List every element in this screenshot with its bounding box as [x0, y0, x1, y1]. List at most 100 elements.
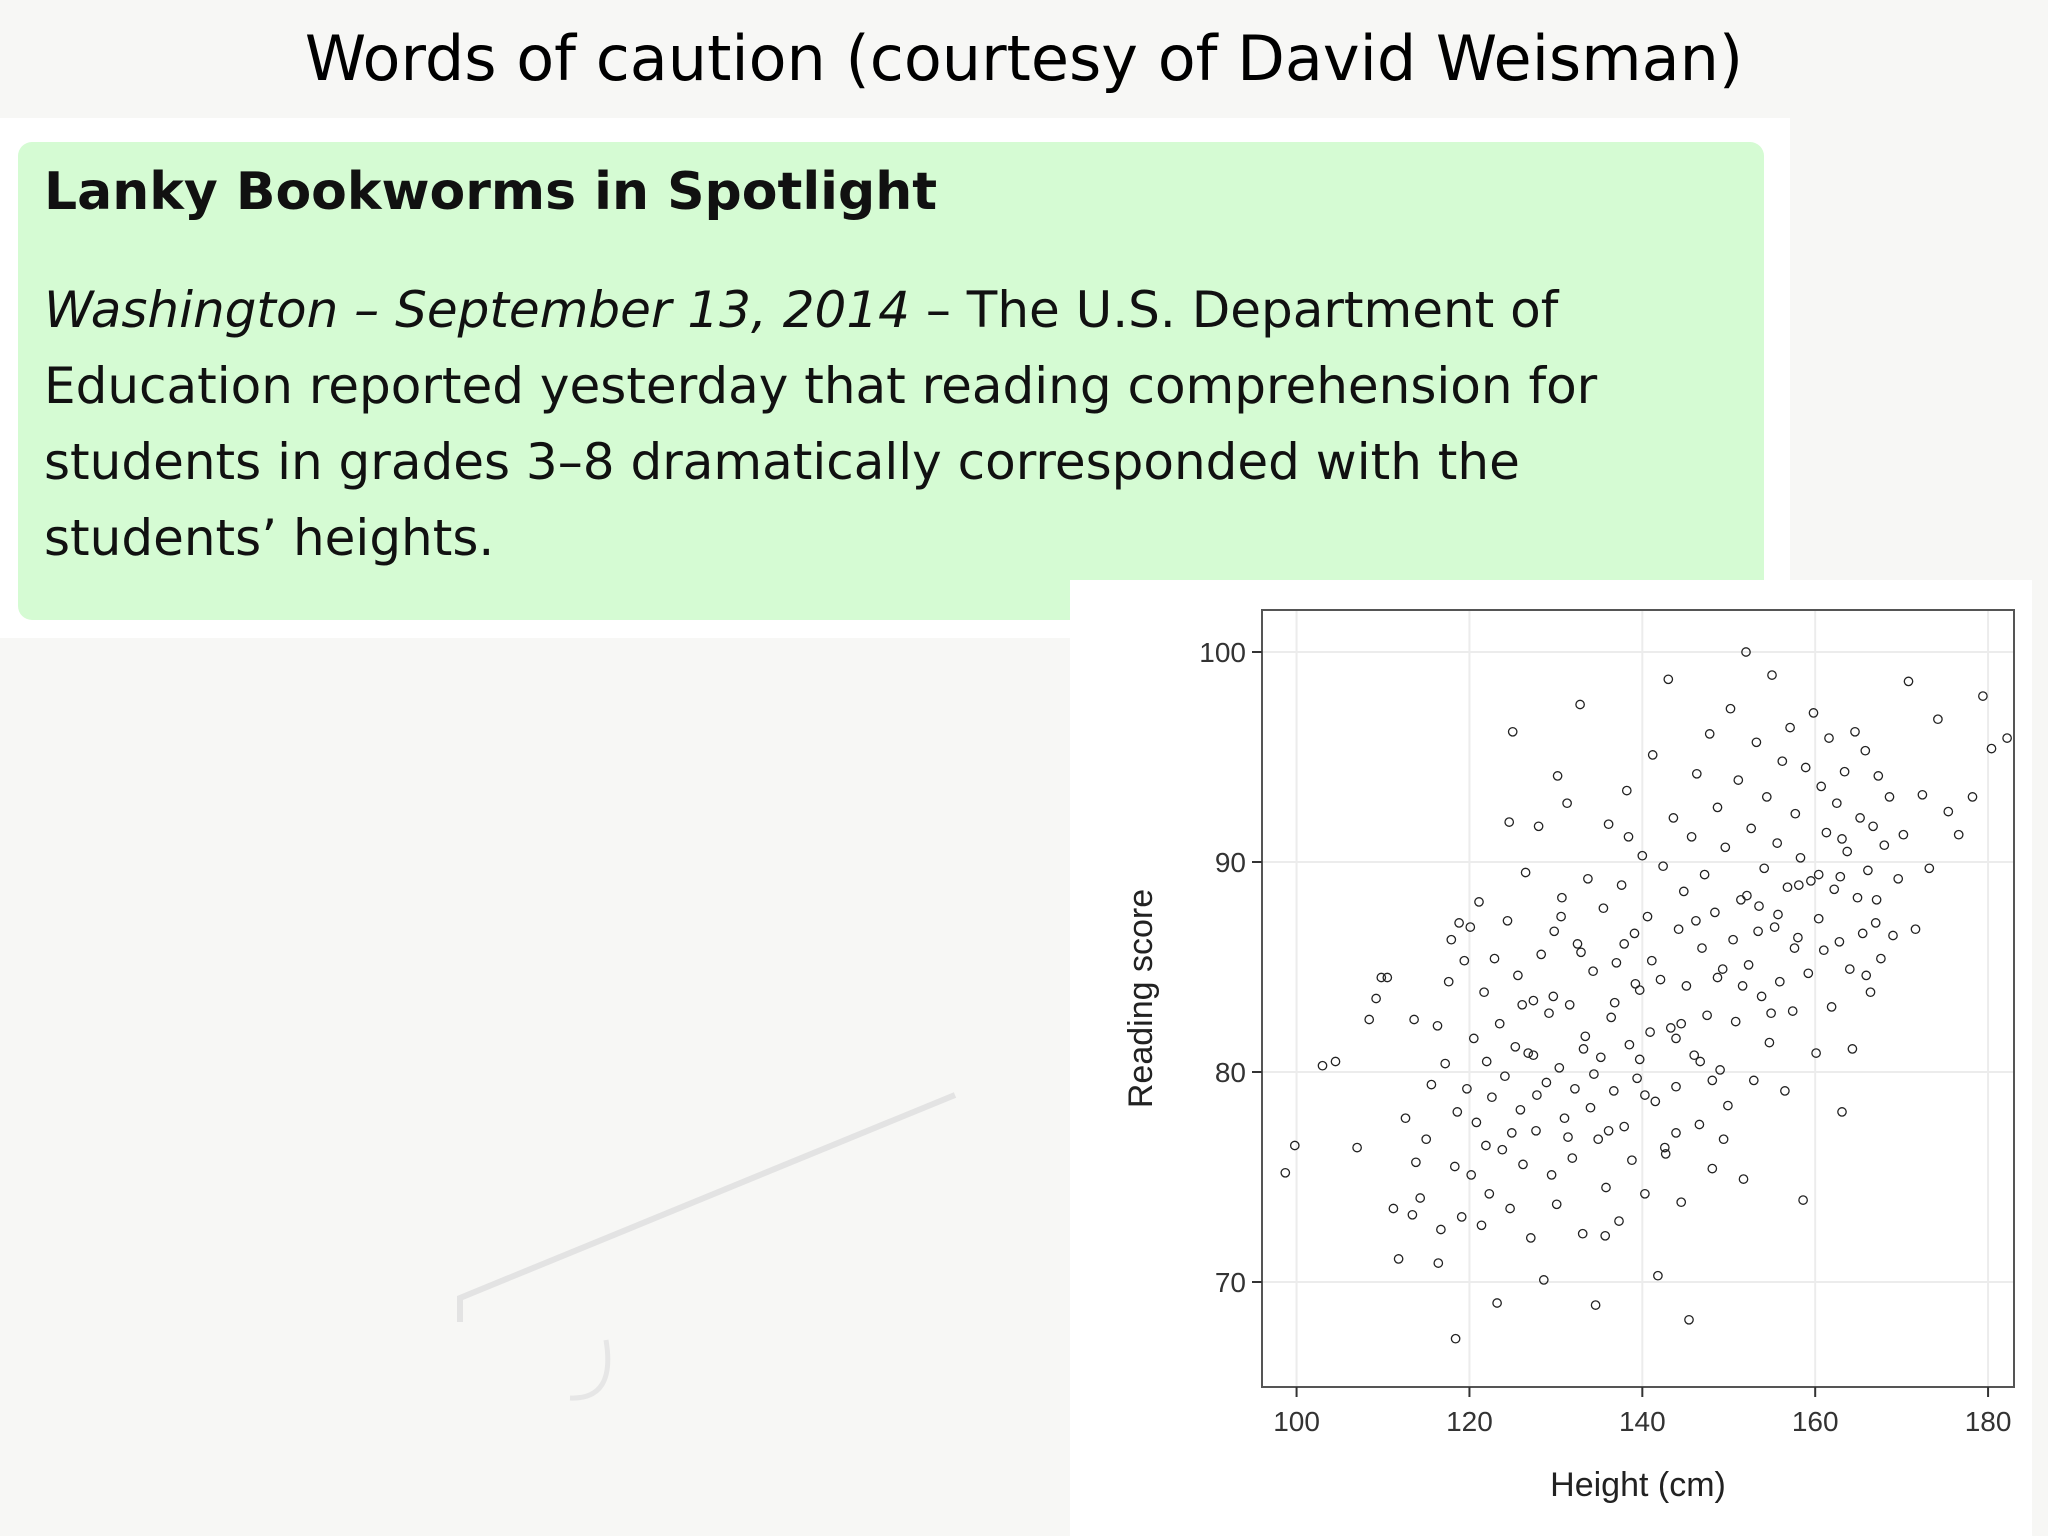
data-point	[1852, 892, 1863, 903]
data-point	[1510, 1041, 1521, 1052]
x-tick-label: 140	[1619, 1406, 1666, 1437]
data-point	[1557, 892, 1567, 903]
data-point	[1552, 771, 1563, 781]
data-point	[1785, 722, 1795, 733]
data-point	[1465, 922, 1476, 932]
data-point	[1462, 1083, 1472, 1094]
data-point	[1943, 806, 1954, 817]
data-point	[1717, 964, 1728, 974]
data-point	[1769, 922, 1780, 932]
data-point	[1577, 1228, 1588, 1239]
data-point	[1588, 966, 1598, 977]
data-point	[1606, 1012, 1617, 1023]
data-point	[1898, 829, 1909, 840]
data-point	[1481, 1140, 1491, 1151]
y-tick-label: 80	[1215, 1057, 1246, 1088]
data-point	[1376, 972, 1387, 983]
data-point	[1563, 1132, 1573, 1142]
data-point	[1603, 1125, 1614, 1136]
data-point	[1637, 850, 1648, 861]
data-point	[1544, 1008, 1554, 1019]
data-point	[1630, 978, 1641, 989]
data-point	[1456, 1212, 1467, 1222]
article-separator: –	[910, 281, 967, 339]
data-point	[1576, 947, 1586, 958]
data-point	[1811, 1048, 1821, 1058]
data-point	[1686, 831, 1697, 842]
data-point	[1400, 1113, 1411, 1124]
data-point	[1813, 869, 1824, 880]
data-point	[1421, 1134, 1432, 1145]
x-tick-label: 100	[1273, 1406, 1320, 1437]
data-point	[1767, 670, 1777, 680]
article-box: Lanky Bookworms in Spotlight Washington …	[18, 142, 1764, 620]
data-point	[1600, 1230, 1611, 1241]
data-point	[1681, 981, 1692, 991]
data-point	[1621, 785, 1632, 796]
data-point	[1551, 1199, 1562, 1210]
data-point	[1580, 1031, 1591, 1042]
data-point	[1751, 737, 1762, 748]
data-point	[1528, 1050, 1539, 1061]
data-point	[1678, 886, 1689, 897]
data-point	[1893, 873, 1904, 884]
data-point	[1671, 1128, 1681, 1138]
data-point	[1632, 1073, 1642, 1084]
data-point	[1616, 880, 1627, 890]
data-point	[1572, 939, 1583, 949]
data-point	[1608, 1086, 1619, 1096]
data-point	[1531, 1125, 1541, 1136]
data-point	[1629, 928, 1640, 939]
data-point	[1562, 798, 1572, 809]
data-point	[1546, 1170, 1557, 1180]
data-point	[2002, 733, 2012, 743]
data-point	[1831, 798, 1842, 809]
plot-frame	[1261, 609, 2015, 1388]
data-point	[1668, 813, 1679, 823]
data-point	[1627, 1155, 1637, 1166]
data-point	[1663, 674, 1674, 685]
data-point	[1860, 745, 1871, 756]
data-point	[1471, 1117, 1482, 1128]
data-point	[1873, 771, 1884, 781]
data-point	[1839, 766, 1850, 777]
data-point	[1660, 1149, 1671, 1159]
data-point	[1513, 970, 1523, 981]
data-point	[1748, 1075, 1759, 1086]
data-point	[1650, 1096, 1661, 1107]
data-point	[1689, 1050, 1700, 1061]
data-point	[1497, 1144, 1508, 1155]
data-point	[1826, 1002, 1837, 1012]
data-point	[1595, 1052, 1606, 1063]
data-point	[1967, 792, 1978, 802]
data-point	[1903, 676, 1914, 687]
data-point	[1702, 1010, 1712, 1021]
data-point	[1371, 993, 1381, 1004]
data-point	[1466, 1170, 1477, 1180]
data-point	[1842, 846, 1853, 857]
data-point	[1697, 943, 1707, 953]
data-point	[1589, 1069, 1599, 1079]
data-point	[1564, 999, 1575, 1010]
data-point	[1665, 1023, 1676, 1033]
data-point	[1500, 1071, 1510, 1082]
data-point	[1436, 1224, 1446, 1235]
data-point	[1816, 781, 1827, 792]
data-point	[1718, 1134, 1729, 1145]
data-point	[1634, 1054, 1645, 1065]
data-point	[1614, 1216, 1624, 1226]
data-point	[1730, 1016, 1741, 1027]
chart-panel	[1070, 580, 2032, 1536]
data-point	[1518, 1159, 1528, 1170]
data-point	[1533, 821, 1544, 832]
data-point	[1789, 943, 1800, 953]
data-point	[1855, 813, 1865, 823]
data-point	[1567, 1153, 1578, 1163]
data-point	[1409, 1014, 1419, 1025]
data-point	[1446, 934, 1457, 945]
data-point	[1659, 1142, 1670, 1153]
data-point	[1725, 703, 1736, 714]
chart-axes: 100 120 140 160 180 70 80 90 100	[1199, 637, 2011, 1437]
data-point	[1772, 838, 1783, 848]
